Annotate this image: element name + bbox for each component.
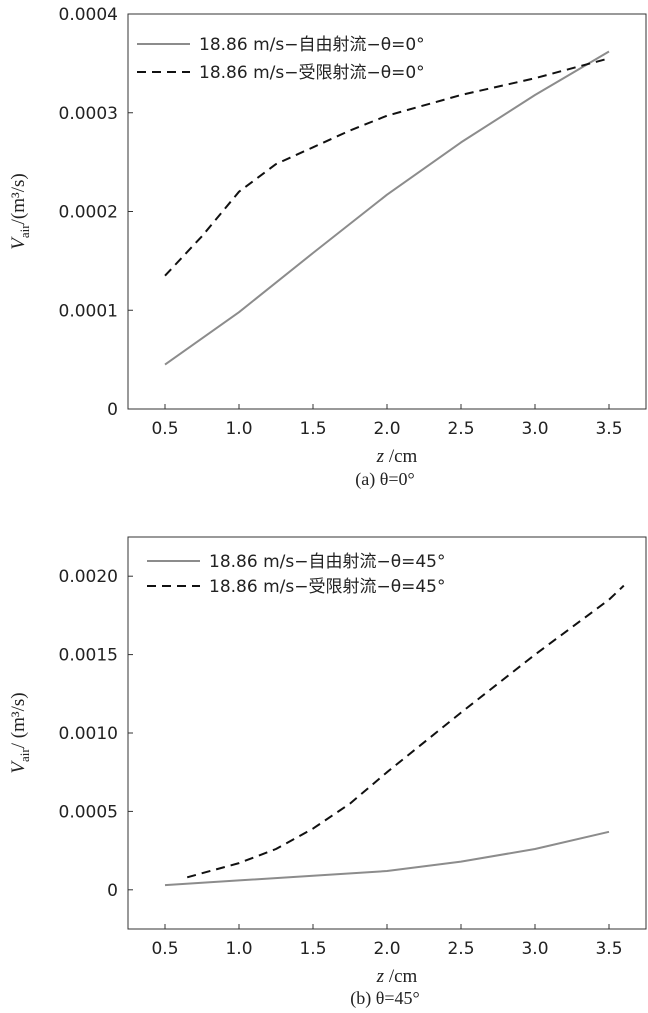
y-tick-label: 0 [107, 400, 118, 420]
chart-panel-b: 0.5 1.0 1.5 2.0 2.5 3.0 3.5 0 0.0005 0.0010 0.0015… [8, 536, 647, 1009]
y-axis-label: Vair/ (m³/s) [8, 692, 32, 773]
legend-entry-label: 18.86 m/s−自由射流−θ=0° [199, 35, 425, 55]
x-tick-label: 1.0 [225, 939, 252, 959]
x-tick-label: 2.5 [447, 419, 474, 439]
x-tick-label: 1.5 [299, 939, 326, 959]
x-tick-label: 2.5 [447, 939, 474, 959]
series-line-dashed [164, 57, 610, 277]
y-tick-label: 0.0015 [59, 646, 118, 666]
x-axis-label: z /cm [376, 446, 418, 467]
y-tick-label: 0.0020 [59, 567, 118, 587]
y-tick-label: 0.0003 [59, 104, 118, 124]
x-tick-label: 2.0 [373, 419, 400, 439]
y-tick-label: 0.0010 [59, 724, 118, 744]
x-tick-label: 1.0 [225, 419, 252, 439]
y-tick-label: 0.0001 [59, 301, 118, 321]
legend-entry-label: 18.86 m/s−受限射流−θ=45° [209, 577, 445, 597]
y-tick-label: 0.0002 [59, 203, 118, 223]
series-line-solid [164, 830, 610, 887]
x-tick-label: 3.0 [521, 939, 548, 959]
y-tick-label: 0 [107, 881, 118, 901]
x-tick-label: 3.5 [595, 939, 622, 959]
x-tick-label: 3.0 [521, 419, 548, 439]
x-axis-label: z /cm [376, 966, 418, 987]
legend-entry-label: 18.86 m/s−受限射流−θ=0° [199, 63, 425, 83]
x-tick-label: 0.5 [151, 419, 178, 439]
y-tick-label: 0.0005 [59, 802, 118, 822]
legend-entry-label: 18.86 m/s−自由射流−θ=45° [209, 552, 445, 572]
chart-panel-a: 0.5 1.0 1.5 2.0 2.5 3.0 3.5 0 0.0001 0.0002 0.0003… [8, 5, 647, 490]
series-line-dashed [186, 584, 625, 879]
chart-caption: (a) θ=0° [355, 469, 414, 490]
series-line-solid [164, 50, 610, 366]
x-tick-label: 3.5 [595, 419, 622, 439]
x-tick-label: 1.5 [299, 419, 326, 439]
chart-caption: (b) θ=45° [350, 988, 419, 1009]
x-tick-label: 2.0 [373, 939, 400, 959]
x-tick-label: 0.5 [151, 939, 178, 959]
y-axis-label: Vair/(m³/s) [8, 173, 32, 249]
y-tick-label: 0.0004 [59, 5, 118, 25]
